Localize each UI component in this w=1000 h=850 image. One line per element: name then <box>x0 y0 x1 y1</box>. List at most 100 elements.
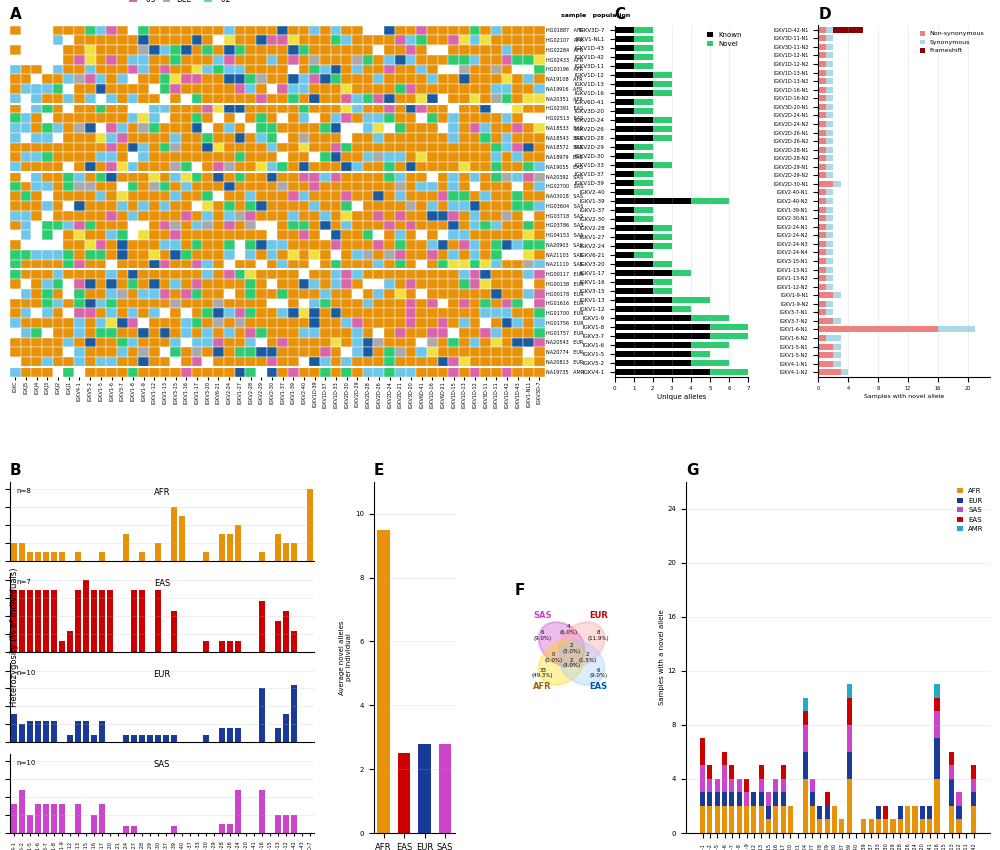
Bar <box>288 45 299 54</box>
Bar <box>267 26 277 35</box>
Bar <box>63 26 74 35</box>
Bar <box>448 201 459 211</box>
Bar <box>235 54 245 65</box>
Bar <box>63 123 74 133</box>
Bar <box>85 84 96 94</box>
Bar <box>331 191 341 201</box>
Bar <box>63 191 74 201</box>
Bar <box>331 143 341 152</box>
Bar <box>480 309 491 318</box>
Bar <box>309 337 320 348</box>
Bar <box>235 289 245 298</box>
Bar <box>202 113 213 123</box>
Bar <box>53 211 63 220</box>
Bar <box>512 152 523 162</box>
Bar <box>75 552 81 561</box>
Bar <box>170 35 181 45</box>
Bar <box>245 240 256 250</box>
Bar <box>224 298 235 309</box>
Bar <box>138 94 149 104</box>
Bar <box>751 806 756 833</box>
Bar <box>491 94 502 104</box>
Bar <box>341 84 352 94</box>
Bar <box>512 259 523 269</box>
Bar <box>245 230 256 240</box>
Bar <box>363 337 373 348</box>
Bar <box>373 162 384 172</box>
Bar <box>181 337 192 348</box>
Bar <box>818 181 833 187</box>
Bar <box>96 94 106 104</box>
Bar <box>245 211 256 220</box>
Bar <box>170 298 181 309</box>
Bar <box>759 779 764 792</box>
Bar <box>534 45 545 54</box>
Bar <box>31 182 42 191</box>
Bar <box>53 74 63 84</box>
Bar <box>502 367 512 377</box>
Bar <box>438 220 448 230</box>
Bar <box>512 45 523 54</box>
Bar <box>245 328 256 337</box>
Bar <box>534 74 545 84</box>
Bar <box>224 250 235 259</box>
Bar <box>202 54 213 65</box>
Bar <box>803 711 808 725</box>
Bar <box>395 123 406 133</box>
Bar <box>224 337 235 348</box>
Bar <box>288 328 299 337</box>
Bar <box>459 289 470 298</box>
Bar <box>149 182 160 191</box>
Bar <box>224 84 235 94</box>
Bar <box>288 35 299 45</box>
Bar <box>512 269 523 279</box>
Bar <box>818 326 938 332</box>
Bar <box>523 201 534 211</box>
Bar <box>352 113 363 123</box>
Bar <box>53 191 63 201</box>
Bar <box>448 133 459 143</box>
Bar <box>213 309 224 318</box>
Bar <box>53 152 63 162</box>
Bar <box>373 152 384 162</box>
Bar <box>160 143 170 152</box>
Bar <box>117 123 128 133</box>
Bar <box>502 337 512 348</box>
Bar <box>810 779 815 792</box>
Bar <box>534 113 545 123</box>
Bar <box>363 348 373 357</box>
Bar <box>384 348 395 357</box>
Bar <box>288 211 299 220</box>
Bar <box>341 104 352 113</box>
Bar <box>534 162 545 172</box>
Bar <box>256 367 267 377</box>
Bar <box>352 298 363 309</box>
Bar <box>373 250 384 259</box>
Bar <box>512 279 523 289</box>
Bar <box>502 172 512 182</box>
Bar <box>288 298 299 309</box>
Bar <box>373 65 384 74</box>
Bar <box>256 201 267 211</box>
Bar <box>256 133 267 143</box>
Bar <box>235 94 245 104</box>
Bar <box>512 123 523 133</box>
Bar <box>491 289 502 298</box>
Bar <box>833 27 863 33</box>
Bar <box>170 230 181 240</box>
Bar <box>459 74 470 84</box>
Bar <box>934 739 940 779</box>
Bar <box>160 45 170 54</box>
Bar <box>213 172 224 182</box>
Bar <box>615 333 710 339</box>
Bar <box>406 182 416 191</box>
Bar <box>63 172 74 182</box>
Bar <box>181 54 192 65</box>
Bar <box>224 318 235 328</box>
Bar <box>299 259 309 269</box>
Bar <box>395 65 406 74</box>
Bar <box>259 688 265 742</box>
Bar <box>715 779 720 792</box>
Bar <box>833 343 841 349</box>
Bar <box>373 309 384 318</box>
